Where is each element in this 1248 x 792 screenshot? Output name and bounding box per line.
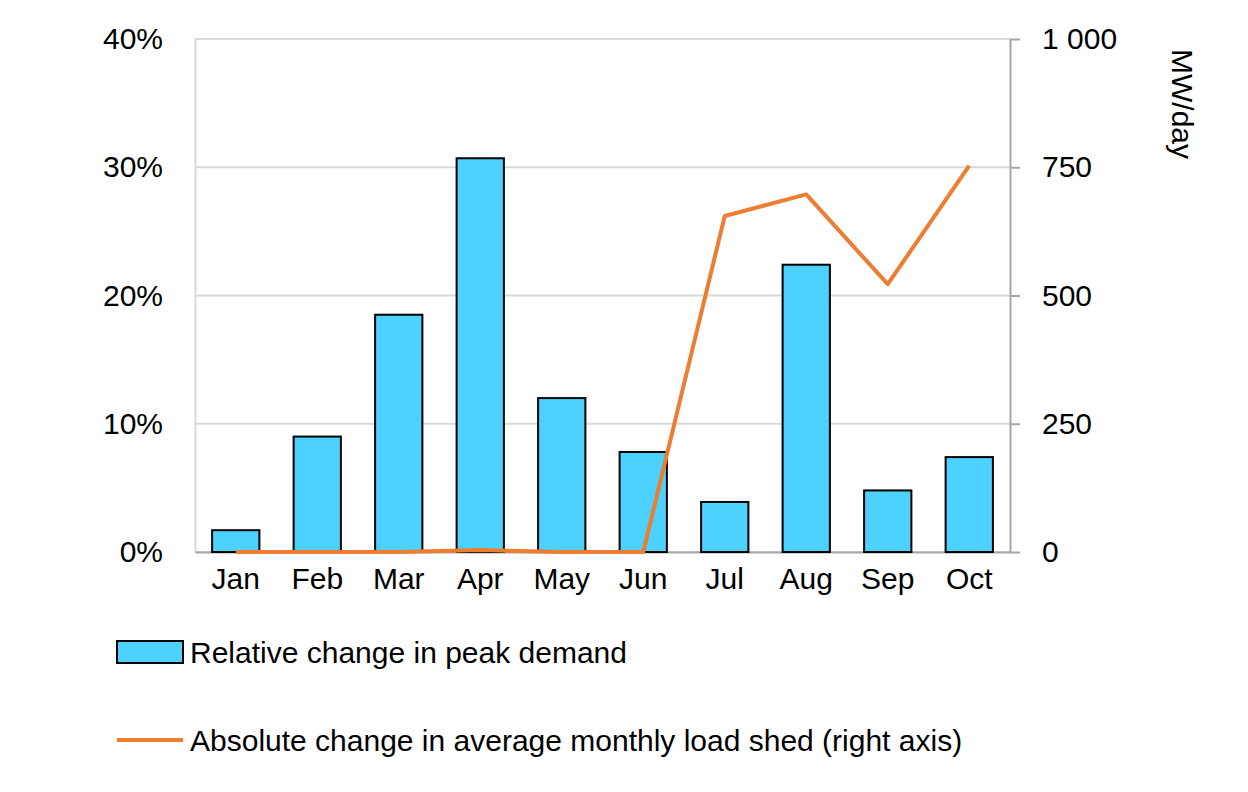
tick: 500 [1010,279,1092,312]
tick-mark [1010,39,1020,41]
x-axis: Jan Feb Mar Apr May Jun Jul Aug Sep Oct [196,552,1011,595]
tick-mark [1010,552,1020,554]
tick-label: Apr [457,562,504,595]
tick: Apr [457,552,504,595]
tick-mark [1010,423,1020,425]
tick-label: Sep [861,562,914,595]
tick-label: Jul [706,562,744,595]
tick-label: 10% [103,407,163,440]
bar [457,158,504,552]
grid-line [195,423,1010,425]
grid-line [195,38,1010,40]
tick: 30% [103,150,195,183]
bar [864,490,911,552]
tick: 250 [1010,407,1092,440]
tick-label: 0 [1042,535,1059,568]
grid-line [195,166,1010,168]
tick-label: Feb [291,562,343,595]
legend-label: Absolute change in average monthly load … [190,724,962,757]
tick-label: 40% [103,22,163,55]
tick-label: 30% [103,150,163,183]
tick: 20% [103,279,195,312]
tick-mark [1010,295,1020,297]
tick-label: 500 [1042,279,1092,312]
tick-label: 20% [103,279,163,312]
tick: Jan [212,552,260,595]
tick-label: Mar [373,562,425,595]
tick-label: 250 [1042,407,1092,440]
y-axis: 0% 10% 20% 30% 40% [103,22,196,568]
tick: May [533,552,590,595]
tick-label: 1 000 [1042,22,1117,55]
tick: 40% [103,22,195,55]
tick-label: May [533,562,590,595]
line [236,166,970,552]
tick-label: 0% [120,535,163,568]
tick: 10% [103,407,195,440]
legend: Relative change in peak demand Absolute c… [117,636,962,757]
grid-line [195,295,1010,297]
grid [195,39,1010,552]
tick-label: Aug [780,562,833,595]
y2-axis-title: MW/day [1166,49,1199,159]
bar [783,265,830,552]
tick: 750 [1010,150,1092,183]
tick: 1 000 [1010,22,1117,55]
bar [212,530,259,552]
bar [375,315,422,552]
bar [946,457,993,552]
chart: 0% 10% 20% 30% 40% 0 250 500 750 1 000 MW/day Jan Fe… [0,0,1248,792]
bar [294,437,341,552]
tick: 0 [1010,535,1059,568]
tick: Jul [706,552,744,595]
tick-label: Jan [212,562,260,595]
bar [538,398,585,552]
tick: Oct [946,552,993,595]
tick-label: 750 [1042,150,1092,183]
legend-label: Relative change in peak demand [190,636,627,669]
tick: Jun [619,552,667,595]
tick: 0% [120,535,195,568]
tick: Feb [291,552,343,595]
legend-swatch [117,738,183,742]
tick-mark [1010,167,1020,169]
axis-line [195,40,197,553]
y2-axis: 0 250 500 750 1 000 [1010,22,1117,568]
legend-swatch [117,641,183,663]
bar [620,452,667,552]
bar [701,502,748,552]
tick: Sep [861,552,914,595]
plot-area [212,158,993,552]
tick: Mar [373,552,425,595]
tick-label: Oct [946,562,993,595]
tick: Aug [780,552,833,595]
tick-label: Jun [619,562,667,595]
